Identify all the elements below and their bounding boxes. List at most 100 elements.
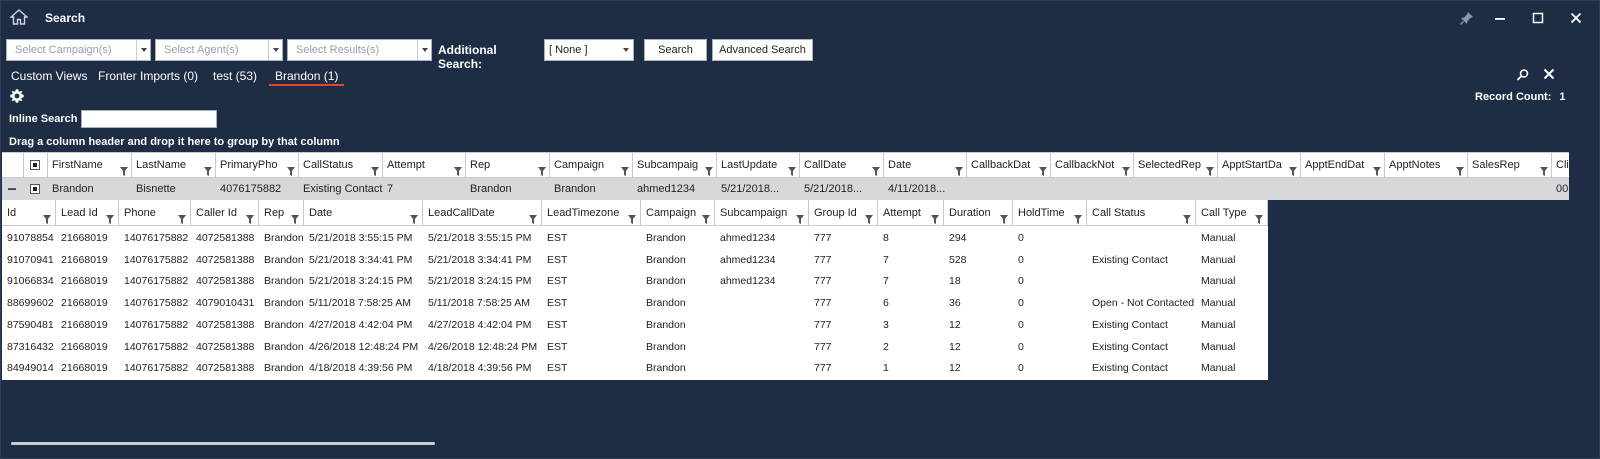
- campaign-select[interactable]: Select Campaign(s): [6, 39, 151, 61]
- filter-icon[interactable]: [702, 208, 710, 224]
- tab-custom-views[interactable]: Custom Views: [11, 69, 88, 83]
- filter-icon[interactable]: [621, 161, 629, 176]
- close-icon[interactable]: [1542, 67, 1556, 81]
- column-header-attempt[interactable]: Attempt: [878, 200, 944, 226]
- filter-icon[interactable]: [955, 161, 963, 176]
- home-icon[interactable]: [10, 9, 28, 25]
- tab-brandon[interactable]: Brandon (1): [268, 69, 345, 86]
- filter-icon[interactable]: [788, 161, 796, 176]
- agent-select[interactable]: Select Agent(s): [155, 39, 283, 61]
- filter-icon[interactable]: [1074, 208, 1082, 224]
- column-header-apptnotes[interactable]: ApptNotes: [1385, 153, 1468, 177]
- column-header-call-type[interactable]: Call Type: [1196, 200, 1268, 226]
- horizontal-scrollbar[interactable]: [11, 442, 435, 445]
- filter-icon[interactable]: [538, 161, 546, 176]
- filter-icon[interactable]: [872, 161, 880, 176]
- column-header-subcampaig[interactable]: Subcampaig: [633, 153, 717, 177]
- pin-icon[interactable]: [1459, 10, 1475, 26]
- table-row[interactable]: Brandon Bisnette 4076175882 Existing Contac…: [2, 178, 1569, 200]
- column-header-callstatus[interactable]: CallStatus: [299, 153, 383, 177]
- filter-icon[interactable]: [529, 208, 537, 224]
- additional-search-select[interactable]: [ None ]: [544, 39, 634, 61]
- close-icon[interactable]: [1568, 10, 1584, 26]
- inline-search-input[interactable]: [81, 110, 217, 128]
- search-button[interactable]: Search: [644, 39, 707, 61]
- column-header-phone[interactable]: Phone: [119, 200, 191, 226]
- column-header-apptenddat[interactable]: ApptEndDat: [1301, 153, 1385, 177]
- column-header-lastupdate[interactable]: LastUpdate: [717, 153, 800, 177]
- filter-icon[interactable]: [204, 161, 212, 176]
- column-header-firstname[interactable]: FirstName: [48, 153, 132, 177]
- filter-icon[interactable]: [43, 208, 51, 224]
- tab-fronter-imports[interactable]: Fronter Imports (0): [98, 69, 199, 83]
- table-row[interactable]: 87590481 21668019 14076175882 4072581388 Bra…: [2, 314, 1268, 336]
- tab-test[interactable]: test (53): [213, 69, 258, 83]
- advanced-search-button[interactable]: Advanced Search: [712, 39, 813, 61]
- filter-icon[interactable]: [106, 208, 114, 224]
- filter-icon[interactable]: [291, 208, 299, 224]
- filter-icon[interactable]: [796, 208, 804, 224]
- table-row[interactable]: 88699602 21668019 14076175882 4079010431 Bra…: [2, 292, 1268, 314]
- column-header-date[interactable]: Date: [884, 153, 967, 177]
- column-header-id[interactable]: Id: [2, 200, 56, 226]
- column-header-group-id[interactable]: Group Id: [809, 200, 878, 226]
- filter-icon[interactable]: [865, 208, 873, 224]
- search-icon[interactable]: [1516, 68, 1530, 82]
- filter-icon[interactable]: [1289, 161, 1297, 176]
- column-header-attempt[interactable]: Attempt: [383, 153, 466, 177]
- filter-icon[interactable]: [371, 161, 379, 176]
- filter-icon[interactable]: [1540, 161, 1548, 176]
- filter-icon[interactable]: [1373, 161, 1381, 176]
- column-header-date[interactable]: Date: [304, 200, 423, 226]
- gear-icon[interactable]: [9, 88, 25, 104]
- minimize-icon[interactable]: [1492, 10, 1508, 26]
- filter-icon[interactable]: [931, 208, 939, 224]
- column-header-selectedrep[interactable]: SelectedRep: [1134, 153, 1218, 177]
- table-row[interactable]: 84949014 21668019 14076175882 4072581388 Bra…: [2, 357, 1268, 379]
- table-row[interactable]: 91070941 21668019 14076175882 4072581388 Bra…: [2, 249, 1268, 271]
- chevron-down-icon[interactable]: [268, 40, 282, 60]
- filter-icon[interactable]: [120, 161, 128, 176]
- chevron-down-icon[interactable]: [136, 40, 150, 60]
- column-header-primarypho[interactable]: PrimaryPho: [216, 153, 299, 177]
- column-header-duration[interactable]: Duration: [944, 200, 1013, 226]
- maximize-icon[interactable]: [1530, 10, 1546, 26]
- column-header-leadtimezone[interactable]: LeadTimezone: [542, 200, 641, 226]
- filter-icon[interactable]: [1183, 208, 1191, 224]
- column-header-holdtime[interactable]: HoldTime: [1013, 200, 1087, 226]
- column-header-campaign[interactable]: Campaign: [550, 153, 633, 177]
- filter-icon[interactable]: [178, 208, 186, 224]
- filter-icon[interactable]: [454, 161, 462, 176]
- column-header-rep[interactable]: Rep: [259, 200, 304, 226]
- column-header-cli[interactable]: Cli: [1552, 153, 1569, 177]
- filter-icon[interactable]: [287, 161, 295, 176]
- results-select[interactable]: Select Results(s): [287, 39, 432, 61]
- filter-icon[interactable]: [1206, 161, 1214, 176]
- filter-icon[interactable]: [246, 208, 254, 224]
- filter-icon[interactable]: [1039, 161, 1047, 176]
- filter-icon[interactable]: [1456, 161, 1464, 176]
- column-header-callbacknot[interactable]: CallbackNot: [1051, 153, 1134, 177]
- column-header-campaign[interactable]: Campaign: [641, 200, 715, 226]
- filter-icon[interactable]: [628, 208, 636, 224]
- filter-icon[interactable]: [1122, 161, 1130, 176]
- column-header-callbackdat[interactable]: CallbackDat: [967, 153, 1051, 177]
- table-row[interactable]: 87316432 21668019 14076175882 4072581388 Bra…: [2, 336, 1268, 358]
- column-header-calldate[interactable]: CallDate: [800, 153, 884, 177]
- table-row[interactable]: 91078854 21668019 14076175882 4072581388 Bra…: [2, 227, 1268, 249]
- column-header-salesrep[interactable]: SalesRep: [1468, 153, 1552, 177]
- filter-icon[interactable]: [1000, 208, 1008, 224]
- filter-icon[interactable]: [1255, 208, 1263, 224]
- filter-icon[interactable]: [705, 161, 713, 176]
- chevron-down-icon[interactable]: [417, 40, 431, 60]
- column-header-lastname[interactable]: LastName: [132, 153, 216, 177]
- chevron-down-icon[interactable]: [619, 40, 633, 60]
- table-row[interactable]: 91066834 21668019 14076175882 4072581388 Bra…: [2, 270, 1268, 292]
- column-header-apptstartda[interactable]: ApptStartDa: [1218, 153, 1301, 177]
- filter-icon[interactable]: [410, 208, 418, 224]
- collapse-icon[interactable]: [6, 183, 18, 195]
- row-checkbox[interactable]: [30, 184, 40, 194]
- select-all-checkbox[interactable]: [30, 160, 40, 170]
- column-header-caller-id[interactable]: Caller Id: [191, 200, 259, 226]
- column-header-subcampaign[interactable]: Subcampaign: [715, 200, 809, 226]
